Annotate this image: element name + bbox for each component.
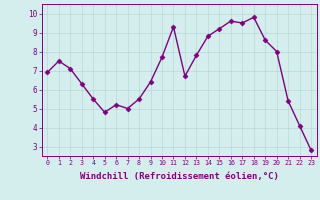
X-axis label: Windchill (Refroidissement éolien,°C): Windchill (Refroidissement éolien,°C) xyxy=(80,172,279,181)
